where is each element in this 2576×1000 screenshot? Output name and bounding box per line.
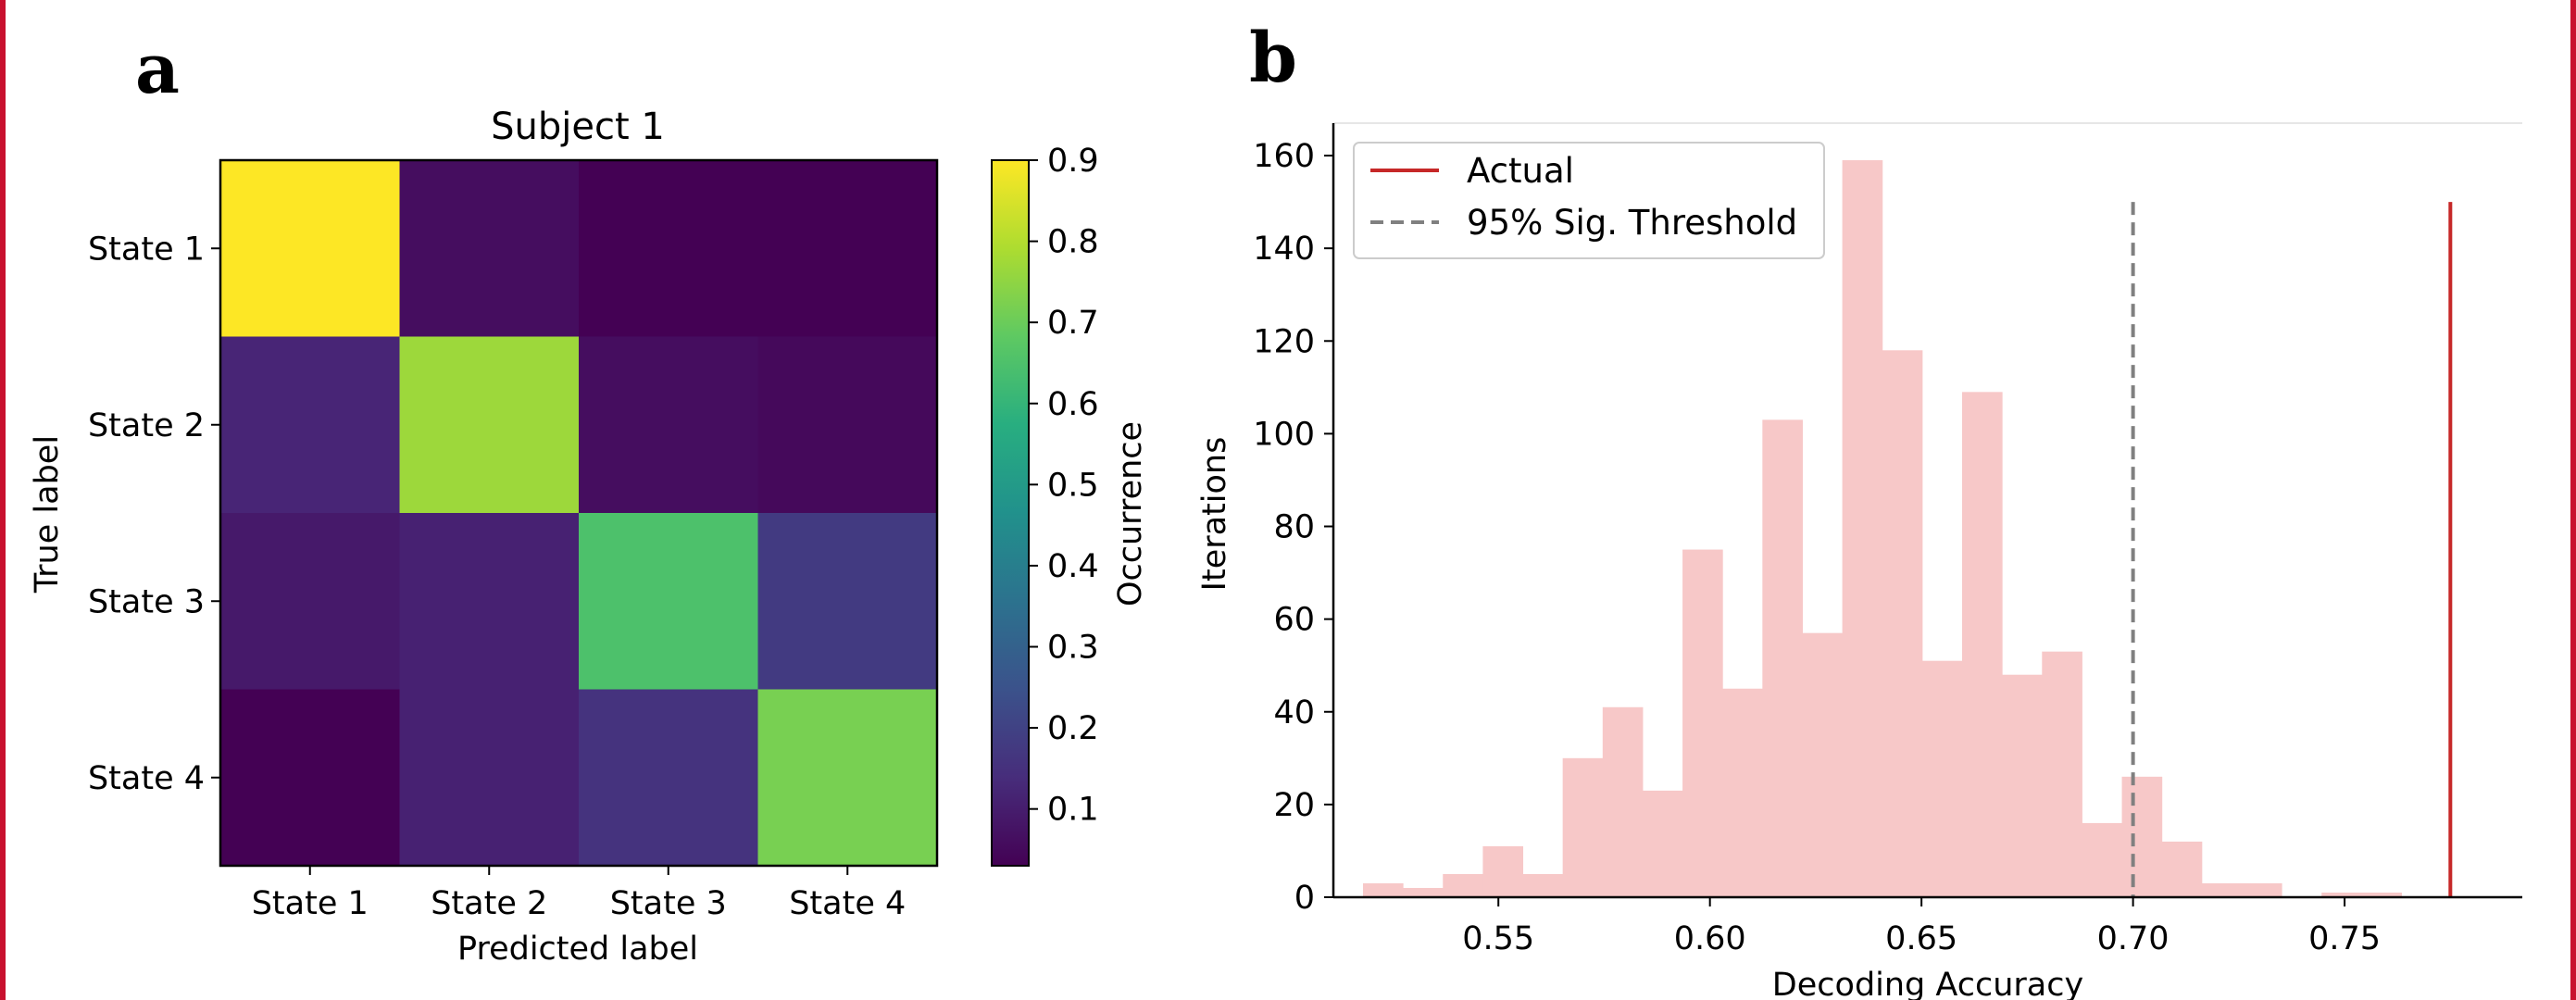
confusion-matrix: Subject 1 State 1 State 2 State 3 State 4 S… [29, 106, 939, 968]
heatmap-x-tick-label: State 1 [252, 885, 369, 922]
histogram-bar [1522, 873, 1564, 897]
histogram-bar [2121, 776, 2163, 897]
heatmap-cell-r3-c3 [579, 513, 759, 691]
histogram-bar [1642, 790, 1683, 897]
histogram-bar [1762, 419, 1803, 897]
heatmap-title: Subject 1 [491, 106, 665, 148]
histogram-bar [1802, 632, 1844, 897]
heatmap-cell-r1-c4 [757, 160, 938, 338]
panel-label-b: b [1249, 19, 1297, 98]
histogram-x-tick-label: 0.60 [1674, 920, 1746, 957]
panel-label-a: a [135, 30, 180, 109]
colorbar-tick-label: 0.6 [1047, 386, 1099, 423]
histogram-bar [1882, 350, 1923, 897]
heatmap-x-tick-label: State 4 [789, 885, 906, 922]
histogram-bar [1682, 549, 1723, 897]
histogram-bar [1722, 688, 1763, 897]
histogram-bar [1362, 882, 1404, 897]
legend-label-threshold: 95% Sig. Threshold [1467, 203, 1797, 243]
histogram-bar [2161, 841, 2203, 897]
histogram-bar [2002, 674, 2043, 897]
histogram-x-tick-label: 0.55 [1462, 920, 1534, 957]
heatmap-cell-r4-c3 [579, 689, 759, 867]
legend: Actual 95% Sig. Threshold [1353, 142, 1825, 259]
histogram-bar [2361, 892, 2402, 897]
histogram-y-tick-label: 0 [1294, 880, 1315, 917]
heatmap-cell-r1-c1 [220, 160, 401, 338]
histogram-y-axis-label: Iterations [1196, 437, 1233, 592]
histogram-bar [1921, 660, 1963, 897]
histogram-y-tick-label: 160 [1253, 138, 1315, 175]
heatmap-cell-r3-c1 [220, 513, 401, 691]
colorbar-tick-label: 0.2 [1047, 710, 1099, 747]
colorbar-tick-label: 0.9 [1047, 143, 1099, 180]
histogram-bar [2042, 651, 2082, 897]
heatmap-cell-r2-c3 [579, 336, 759, 514]
heatmap-cell-r4-c4 [757, 689, 938, 867]
colorbar-label: Occurrence [1112, 421, 1149, 606]
legend-label-actual: Actual [1467, 151, 1574, 191]
histogram-y-tick-label: 100 [1253, 416, 1315, 453]
heatmap-cell-r3-c2 [399, 513, 580, 691]
colorbar-tick-label: 0.8 [1047, 224, 1099, 261]
heatmap-cell-r1-c3 [579, 160, 759, 338]
histogram-y-tick-label: 80 [1273, 509, 1315, 546]
histogram-chart: 0.55 0.60 0.65 0.70 0.75 0 20 40 60 80 100 120 140 1… [1196, 122, 2522, 1000]
histogram-y-tick-label: 20 [1273, 787, 1315, 824]
heatmap-x-tick-label: State 3 [610, 885, 727, 922]
histogram-bar [1842, 160, 1883, 897]
legend-box [1353, 142, 1825, 259]
histogram-y-tick-label: 120 [1253, 323, 1315, 360]
heatmap-y-tick-label: State 4 [88, 760, 205, 797]
histogram-bar [2201, 882, 2243, 897]
heatmap-frame [219, 158, 939, 868]
histogram-x-axis-label: Decoding Accuracy [1772, 967, 2083, 1000]
heatmap-cell-r1-c2 [399, 160, 580, 338]
histogram-bar [1602, 706, 1644, 897]
heatmap-cell-r4-c2 [399, 689, 580, 867]
histogram-bar [1482, 845, 1524, 897]
histogram-bar [1403, 887, 1444, 897]
heatmap-x-tick-label: State 2 [431, 885, 547, 922]
histogram-bar [2321, 892, 2362, 897]
heatmap-y-axis-label: True label [29, 435, 66, 594]
histogram-x-tick-label: 0.65 [1885, 920, 1957, 957]
histogram-bar [1562, 757, 1604, 897]
histogram-y-tick-label: 40 [1273, 694, 1315, 731]
heatmap-cell-r2-c1 [220, 336, 401, 514]
colorbar-tick-label: 0.3 [1047, 630, 1099, 667]
heatmap-y-tick-label: State 3 [88, 583, 205, 620]
histogram-y-tick-label: 60 [1273, 602, 1315, 639]
heatmap-cell-r2-c2 [399, 336, 580, 514]
colorbar-gradient [991, 159, 1030, 867]
colorbar: 0.1 0.2 0.3 0.4 0.5 0.6 0.7 0.8 0.9 Occurrence [991, 143, 1149, 867]
colorbar-tick-label: 0.1 [1047, 792, 1099, 829]
histogram-x-tick-label: 0.70 [2097, 920, 2170, 957]
heatmap-x-axis-label: Predicted label [457, 931, 698, 968]
heatmap-cell-r3-c4 [757, 513, 938, 691]
histogram-x-tick-label: 0.75 [2308, 920, 2381, 957]
histogram-bar [2241, 882, 2282, 897]
histogram-bar [2082, 822, 2123, 897]
heatmap-cell-r4-c1 [220, 689, 401, 867]
histogram-y-tick-label: 140 [1253, 231, 1315, 268]
colorbar-tick-label: 0.7 [1047, 305, 1099, 342]
colorbar-tick-label: 0.4 [1047, 548, 1099, 585]
histogram-bar [1443, 873, 1483, 897]
colorbar-tick-label: 0.5 [1047, 467, 1099, 504]
histogram-bar [1962, 392, 2003, 898]
heatmap-y-tick-label: State 2 [88, 407, 205, 444]
heatmap-cell-r2-c4 [757, 336, 938, 514]
heatmap-y-tick-label: State 1 [88, 231, 205, 268]
